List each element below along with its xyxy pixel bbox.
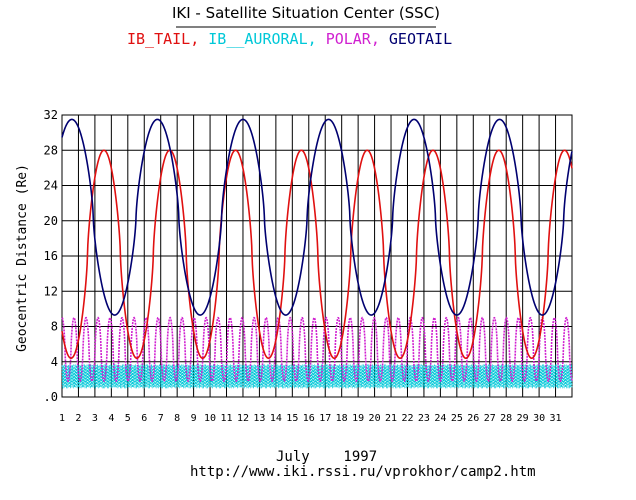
- y-tick-label: .0: [44, 390, 58, 404]
- series-line-ib-tail: [61, 149, 573, 360]
- legend: IB_TAIL, IB__AURORAL, POLAR, GEOTAIL: [127, 30, 452, 48]
- x-tick-label: 22: [401, 413, 413, 424]
- y-tick-label: 24: [44, 179, 58, 193]
- source-url: http://www.iki.rssi.ru/vprokhor/camp2.ht…: [190, 464, 536, 480]
- x-tick-label: 28: [500, 413, 512, 424]
- series-layer: [61, 118, 573, 389]
- legend-entry: IB__AURORAL,: [208, 30, 325, 48]
- chart-title: IKI - Satellite Situation Center (SSC): [172, 4, 440, 22]
- x-tick-label: 7: [158, 413, 164, 424]
- series-line-polar: [61, 316, 573, 383]
- x-axis-ticks: 1 2 3 4 5 6 7 8 9 10 11 12 13 14 15 16 17 18 19 20 21 22 23 24 2…: [59, 413, 562, 424]
- x-tick-label: 8: [174, 413, 180, 424]
- y-axis-label: Geocentric Distance (Re): [15, 164, 30, 352]
- x-tick-label: 26: [467, 413, 479, 424]
- y-tick-label: 12: [44, 284, 58, 298]
- legend-text: IB_TAIL, IB__AURORAL, POLAR, GEOTAIL: [127, 30, 452, 48]
- x-tick-label: 24: [434, 413, 446, 424]
- legend-entry: IB_TAIL,: [127, 30, 208, 48]
- x-tick-label: 27: [484, 413, 496, 424]
- x-tick-label: 2: [75, 413, 81, 424]
- y-axis-ticks: .0 4 8 12 16 20 24 28 32: [44, 108, 58, 404]
- legend-entry: GEOTAIL: [389, 30, 452, 48]
- x-tick-label: 20: [369, 413, 381, 424]
- x-tick-label: 18: [336, 413, 348, 424]
- x-tick-label: 14: [270, 413, 282, 424]
- legend-entry: POLAR,: [326, 30, 389, 48]
- y-tick-label: 4: [51, 355, 58, 369]
- y-tick-label: 28: [44, 143, 58, 157]
- x-tick-label: 9: [191, 413, 197, 424]
- x-tick-label: 11: [220, 413, 232, 424]
- period-label: July 1997: [276, 449, 377, 465]
- x-tick-label: 23: [418, 413, 430, 424]
- x-tick-label: 30: [533, 413, 545, 424]
- x-tick-label: 3: [92, 413, 98, 424]
- x-tick-label: 4: [108, 413, 114, 424]
- y-tick-label: 32: [44, 108, 58, 122]
- x-tick-label: 17: [319, 413, 331, 424]
- x-tick-label: 10: [204, 413, 216, 424]
- series-line-geotail: [61, 118, 573, 316]
- x-tick-label: 19: [352, 413, 364, 424]
- y-tick-label: 8: [51, 320, 58, 334]
- x-tick-label: 5: [125, 413, 131, 424]
- x-tick-label: 25: [451, 413, 463, 424]
- x-tick-label: 15: [286, 413, 298, 424]
- plot-area: [61, 114, 573, 398]
- series-line-ib-auroral: [61, 363, 573, 389]
- x-tick-label: 13: [253, 413, 265, 424]
- x-tick-label: 31: [550, 413, 562, 424]
- x-tick-label: 21: [385, 413, 397, 424]
- x-tick-label: 12: [237, 413, 249, 424]
- x-tick-label: 6: [141, 413, 147, 424]
- x-tick-label: 16: [303, 413, 315, 424]
- y-tick-label: 20: [44, 214, 58, 228]
- y-tick-label: 16: [44, 249, 58, 263]
- x-tick-label: 29: [517, 413, 529, 424]
- x-tick-label: 1: [59, 413, 65, 424]
